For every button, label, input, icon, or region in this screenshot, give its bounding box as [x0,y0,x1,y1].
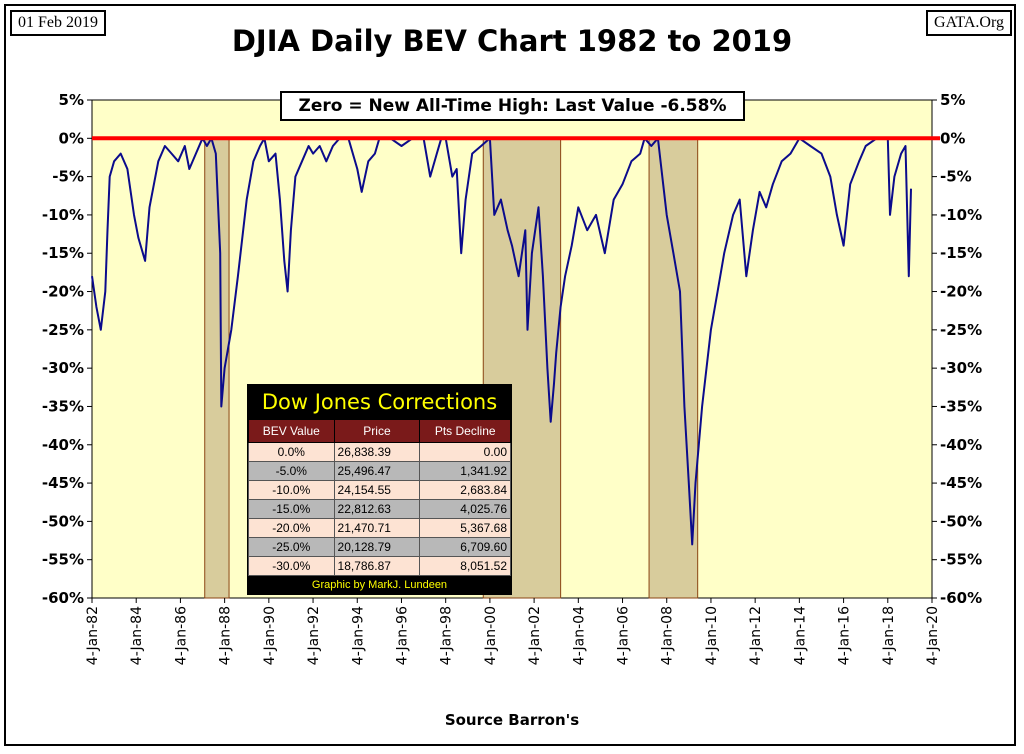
table-row: 0.0% 26,838.39 0.00 [248,442,511,462]
chart-title: DJIA Daily BEV Chart 1982 to 2019 [231,24,793,58]
y-tick-label: -60% [42,589,84,607]
shaded-period [648,137,699,599]
x-tick-label: 4-Jan-86 [173,606,189,665]
x-axis-title: Source Barron's [444,711,580,729]
x-tick-label: 4-Jan-84 [129,606,145,665]
header-price: Price [333,419,421,443]
decline-cell: 0.00 [419,442,511,462]
x-tick-label: 4-Jan-94 [350,606,366,665]
x-tick-label: 4-Jan-04 [571,606,587,665]
bev-series-line [91,137,912,546]
x-tick-label: 4-Jan-18 [881,606,897,665]
x-tick-label: 4-Jan-82 [85,606,101,665]
y-tick-label: -20% [42,283,84,301]
credit-footer: Graphic by MarkJ. Lundeen [248,576,511,594]
table-row: -25.0% 20,128.79 6,709.60 [248,537,511,557]
decline-cell: 1,341.92 [419,461,511,481]
y-tick-label: -40% [42,436,84,454]
bev-cell: -10.0% [248,480,335,500]
x-tick-label: 4-Jan-00 [483,606,499,665]
bev-cell: -5.0% [248,461,335,481]
price-cell: 24,154.55 [333,480,421,500]
x-tick-label: 4-Jan-98 [439,606,455,665]
table-row: -10.0% 24,154.55 2,683.84 [248,480,511,500]
y-tick-label-right: -15% [940,244,982,262]
y-tick-label-right: -10% [940,206,982,224]
price-cell: 20,128.79 [333,537,421,557]
y-tick-label-right: -35% [940,397,982,415]
decline-cell: 5,367.68 [419,518,511,538]
x-tick-label: 4-Jan-88 [218,606,234,665]
last-value-callout: Zero = New All-Time High: Last Value -6.… [280,91,745,121]
site-label: GATA.Org [926,10,1012,36]
y-tick-label: 0% [59,129,84,147]
y-tick-label: -55% [42,551,84,569]
corrections-title: Dow Jones Corrections [248,385,511,419]
y-tick-label: -10% [42,206,84,224]
decline-cell: 6,709.60 [419,537,511,557]
x-tick-label: 4-Jan-08 [660,606,676,665]
table-row: -20.0% 21,470.71 5,367.68 [248,518,511,538]
bev-cell: -15.0% [248,499,335,519]
x-tick-label: 4-Jan-90 [262,606,278,665]
bev-cell: 0.0% [248,442,335,462]
y-tick-label: 5% [59,91,84,109]
x-tick-label: 4-Jan-92 [306,606,322,665]
y-tick-label-right: -30% [940,359,982,377]
y-tick-label-right: -20% [940,283,982,301]
y-tick-label: -25% [42,321,84,339]
bev-cell: -25.0% [248,537,335,557]
y-tick-label-right: -60% [940,589,982,607]
y-tick-label-right: 5% [940,91,965,109]
y-tick-label-right: -40% [940,436,982,454]
plot-area: 5% 5% 0% 0% -5% -5% -10% -10% -15% -15% -20% -20% -2… [42,91,982,665]
y-tick-label: -30% [42,359,84,377]
y-tick-label-right: -5% [940,168,972,186]
bev-cell: -20.0% [248,518,335,538]
decline-cell: 4,025.76 [419,499,511,519]
price-cell: 21,470.71 [333,518,421,538]
y-tick-label: -45% [42,474,84,492]
header-pts-decline: Pts Decline [419,419,511,443]
y-tick-label: -15% [42,244,84,262]
y-tick-label-right: -55% [940,551,982,569]
table-row: -30.0% 18,786.87 8,051.52 [248,556,511,576]
y-tick-label-right: -45% [940,474,982,492]
price-cell: 22,812.63 [333,499,421,519]
x-tick-label: 4-Jan-14 [792,606,808,665]
y-tick-label: -35% [42,397,84,415]
table-row: -15.0% 22,812.63 4,025.76 [248,499,511,519]
y-tick-label-right: -50% [940,512,982,530]
x-tick-label: 4-Jan-12 [748,606,764,665]
x-tick-label: 4-Jan-96 [394,606,410,665]
x-tick-label: 4-Jan-20 [925,606,941,665]
x-tick-label: 4-Jan-10 [704,606,720,665]
y-tick-label-right: -25% [940,321,982,339]
price-cell: 26,838.39 [333,442,421,462]
y-tick-label: -5% [52,168,84,186]
x-tick-label: 4-Jan-06 [616,606,632,665]
x-tick-label: 4-Jan-02 [527,606,543,665]
header-bev-value: BEV Value [248,419,335,443]
y-tick-label: -50% [42,512,84,530]
price-cell: 25,496.47 [333,461,421,481]
bev-cell: -30.0% [248,556,335,576]
decline-cell: 8,051.52 [419,556,511,576]
table-row: -5.0% 25,496.47 1,341.92 [248,461,511,481]
date-label: 01 Feb 2019 [10,10,106,36]
price-cell: 18,786.87 [333,556,421,576]
y-tick-label-right: 0% [940,129,965,147]
corrections-table: Dow Jones Corrections BEV Value Price Pt… [247,384,512,595]
decline-cell: 2,683.84 [419,480,511,500]
x-tick-label: 4-Jan-16 [837,606,853,665]
